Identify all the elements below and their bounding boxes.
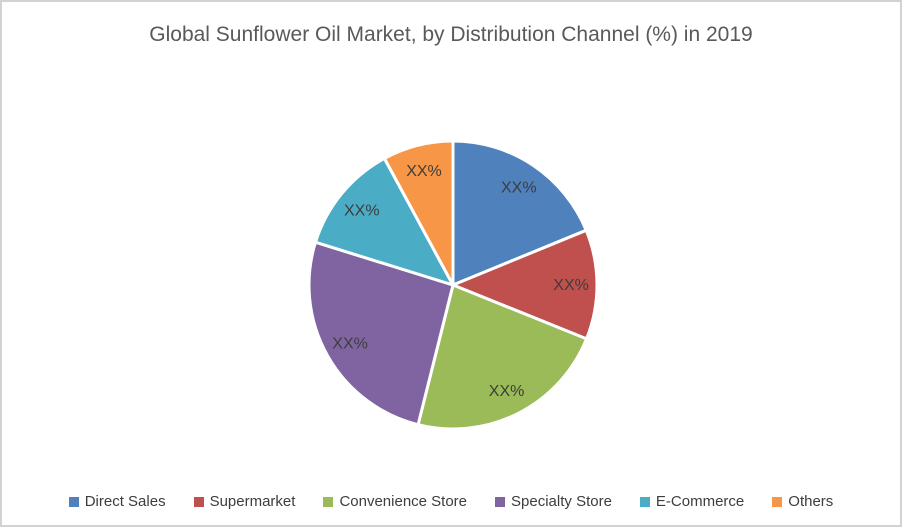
legend-item-specialty-store: Specialty Store [495,493,612,510]
legend-label-e-commerce: E-Commerce [655,493,745,510]
pie-slice-e-commerce [314,156,455,287]
pie-label-e-commerce: XX% [344,203,380,220]
legend: Direct Sales Supermarket Convenience Store… [2,493,900,510]
pie-slice-convenience-store [416,283,589,431]
pie-label-others: XX% [406,163,442,180]
legend-item-convenience-store: Convenience Store [323,493,467,510]
legend-label-direct-sales: Direct Sales [84,493,166,510]
legend-item-supermarket: Supermarket [193,493,296,510]
pie-slice-specialty-store [307,240,455,427]
pie-label-specialty-store: XX% [332,336,368,353]
legend-swatch-specialty-store [495,496,506,507]
pie-label-convenience-store: XX% [489,383,525,400]
legend-label-others: Others [788,493,834,510]
legend-swatch-e-commerce [639,496,650,507]
legend-label-specialty-store: Specialty Store [511,493,612,510]
legend-label-convenience-store: Convenience Store [339,493,468,510]
legend-item-direct-sales: Direct Sales [68,493,166,510]
legend-swatch-others [772,496,783,507]
legend-item-others: Others [772,493,833,510]
pie-label-supermarket: XX% [553,277,589,294]
legend-item-e-commerce: E-Commerce [639,493,745,510]
pie-slice-others [382,139,455,287]
chart-title: Global Sunflower Oil Market, by Distribu… [149,23,753,46]
pie-slice-direct-sales [451,139,588,287]
pie-slice-supermarket [451,228,599,341]
legend-label-supermarket: Supermarket [209,493,296,510]
legend-swatch-supermarket [193,496,204,507]
pie-label-direct-sales: XX% [501,180,537,197]
legend-swatch-convenience-store [323,496,334,507]
legend-swatch-direct-sales [68,496,79,507]
